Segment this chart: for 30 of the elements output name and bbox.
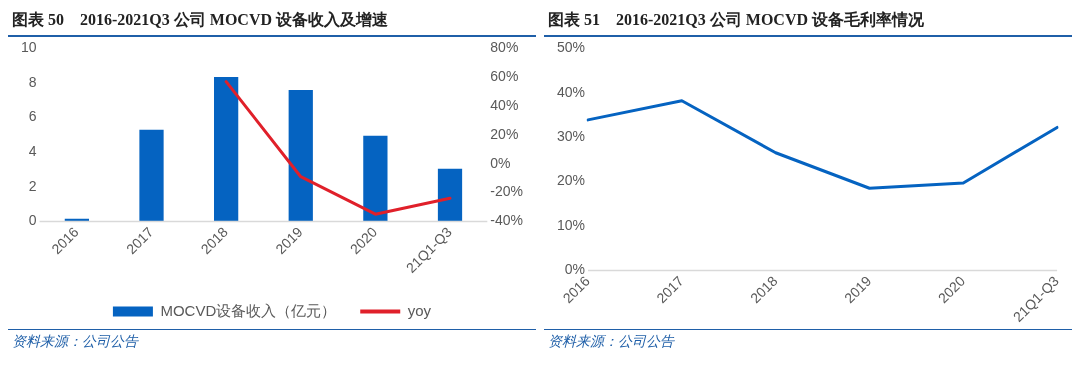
y2-tick-label: 60% [490, 68, 519, 85]
y-tick-label: 6 [28, 108, 37, 125]
y-tick-label: 0% [564, 261, 586, 278]
y-tick-label: 2 [28, 177, 37, 194]
bar [288, 89, 313, 222]
y-tick-label: 10 [20, 39, 37, 56]
text: 资料来源：公司公告 [544, 329, 1072, 354]
legend-label: MOCVD设备收入（亿元） [160, 301, 337, 319]
y-tick-label: 8 [28, 73, 37, 90]
y2-tick-label: 0% [490, 154, 511, 171]
legend-label: yoy [407, 301, 432, 319]
y-tick-label: 30% [556, 128, 586, 145]
bar [214, 76, 239, 222]
chart-title: 图表 50 2016-2021Q3 公司 MOCVD 设备收入及增速 [8, 8, 536, 37]
y-tick-label: 20% [556, 172, 586, 189]
y2-tick-label: 20% [490, 125, 519, 142]
y-tick-label: 50% [556, 39, 586, 56]
y-tick-label: 10% [556, 216, 586, 233]
bar [437, 168, 463, 222]
y2-tick-label: -20% [490, 183, 523, 200]
bar [363, 135, 388, 222]
text: 资料来源：公司公告 [8, 329, 536, 354]
y2-tick-label: 40% [490, 96, 519, 113]
y2-tick-label: 80% [490, 39, 519, 56]
y-tick-label: 4 [28, 143, 37, 160]
bar [139, 129, 164, 222]
y-tick-label: 0 [28, 212, 37, 229]
chart-title: 图表 51 2016-2021Q3 公司 MOCVD 设备毛利率情况 [544, 8, 1072, 37]
y2-tick-label: -40% [490, 212, 523, 229]
y-tick-label: 40% [556, 83, 586, 100]
